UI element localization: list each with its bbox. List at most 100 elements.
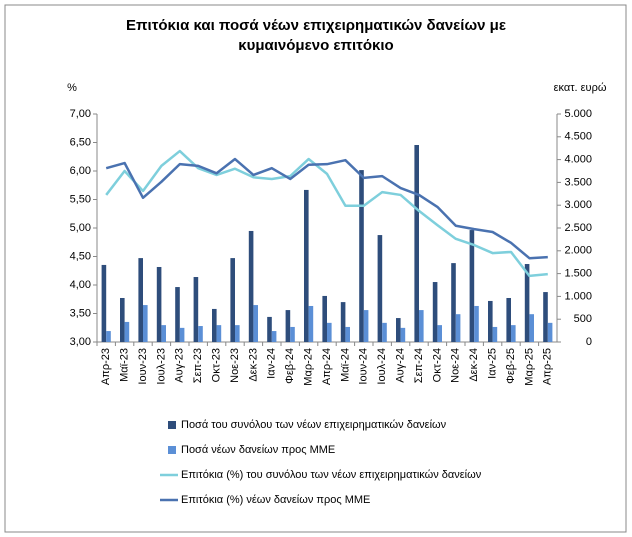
bar: [253, 305, 258, 342]
y2-tick-label: 1.500: [564, 268, 592, 280]
bar: [198, 326, 203, 342]
x-tick-label: Απρ-25: [542, 348, 554, 385]
x-tick-label: Μαϊ-24: [339, 348, 351, 382]
bar: [492, 326, 498, 342]
legend-label: Ποσά του συνόλου των νέων επιχειρηματικώ…: [181, 419, 447, 431]
y2-tick-label: 500: [574, 313, 592, 325]
bar: [529, 314, 534, 342]
bar: [432, 282, 438, 342]
x-tick-label: Σεπ-23: [192, 348, 204, 383]
y-axis-label: %: [67, 82, 77, 94]
y-tick-label: 6,50: [70, 136, 91, 148]
chart-title: Επιτόκια και ποσά νέων επιχειρηματικών δ…: [126, 17, 506, 54]
line: [105, 157, 548, 260]
bar: [382, 322, 387, 342]
x-tick-label: Απρ-23: [100, 348, 112, 385]
y2-tick-label: 4.500: [564, 131, 592, 143]
bar: [400, 327, 406, 342]
x-tick-label: Ιουλ-24: [376, 348, 388, 385]
y-tick-label: 5,50: [70, 193, 91, 205]
x-tick-label: Αυγ-23: [174, 348, 186, 383]
bar: [363, 310, 369, 342]
bar: [474, 305, 479, 342]
bar: [359, 170, 364, 342]
bar: [285, 310, 291, 342]
x-tick-label: Ιαν-25: [487, 348, 499, 379]
x-tick-label: Νοε-24: [450, 348, 462, 383]
bar: [506, 297, 511, 342]
bar: [511, 325, 516, 342]
y2-tick-label: 0: [586, 336, 592, 348]
bar: [340, 302, 346, 342]
x-tick-label: Φεβ-24: [284, 348, 296, 384]
bar: [248, 230, 254, 342]
bar: [212, 308, 217, 342]
bar: [179, 327, 185, 342]
x-tick-label: Ιουν-24: [358, 348, 370, 385]
bar: [138, 258, 143, 342]
x-tick-label: Μαρ-25: [523, 348, 535, 386]
bar: [396, 318, 401, 342]
legend-label: Ποσά νέων δανείων προς ΜΜΕ: [181, 444, 335, 456]
bar: [161, 325, 166, 342]
x-tick-label: Μαρ-24: [303, 348, 315, 386]
y-tick-label: 5,00: [70, 222, 91, 234]
y-tick-label: 6,00: [70, 165, 91, 177]
y2-tick-label: 1.000: [564, 290, 592, 302]
bar: [451, 263, 456, 342]
bar: [271, 331, 277, 342]
legend-label: Επιτόκια (%) νέων δανείων προς ΜΜΕ: [181, 494, 370, 506]
legend-marker: [168, 446, 176, 454]
bar: [327, 322, 332, 342]
x-tick-label: Απρ-24: [321, 348, 333, 385]
bar: [120, 297, 125, 342]
x-tick-label: Ιουν-23: [137, 348, 149, 385]
bar: [414, 145, 419, 342]
bar: [455, 314, 461, 342]
bar: [156, 266, 162, 342]
bar: [101, 264, 107, 342]
bar: [175, 287, 180, 342]
bar: [216, 325, 222, 342]
bar: [193, 277, 199, 342]
x-tick-label: Αυγ-24: [395, 348, 407, 383]
y-tick-label: 4,00: [70, 279, 91, 291]
bar: [377, 235, 383, 342]
legend-marker: [168, 421, 176, 429]
bar: [308, 305, 314, 342]
bar: [437, 325, 442, 342]
bar: [524, 264, 530, 342]
y2-tick-label: 2.500: [564, 222, 592, 234]
bar: [230, 258, 235, 342]
bar: [290, 326, 295, 342]
x-tick-label: Ιαν-24: [266, 348, 278, 379]
bar: [345, 326, 350, 342]
bar: [235, 325, 240, 342]
bar: [106, 331, 111, 342]
y-tick-label: 7,00: [70, 108, 91, 120]
bar: [469, 230, 475, 342]
line: [105, 149, 548, 278]
x-tick-label: Μαϊ-23: [119, 348, 131, 382]
y2-tick-label: 5.000: [564, 108, 592, 120]
bar: [543, 292, 548, 342]
y-tick-label: 3,00: [70, 336, 91, 348]
x-tick-label: Οκτ-24: [431, 348, 443, 382]
x-tick-label: Ιουλ-23: [155, 348, 167, 385]
y2-axis-label: εκατ. ευρώ: [554, 82, 607, 94]
y-tick-label: 4,50: [70, 250, 91, 262]
frame: [4, 4, 627, 533]
y2-tick-label: 2.000: [564, 245, 592, 257]
bar: [124, 321, 130, 342]
bar: [322, 295, 327, 342]
bar: [488, 300, 493, 342]
bar: [419, 310, 424, 342]
x-tick-label: Νοε-23: [229, 348, 241, 383]
y-tick-label: 3,50: [70, 307, 91, 319]
y2-tick-label: 4.000: [564, 154, 592, 166]
x-tick-label: Δεκ-23: [247, 348, 259, 382]
bar: [547, 322, 553, 342]
x-tick-label: Δεκ-24: [468, 348, 480, 382]
legend-label: Επιτόκια (%) του συνόλου των νέων επιχει…: [181, 469, 482, 481]
